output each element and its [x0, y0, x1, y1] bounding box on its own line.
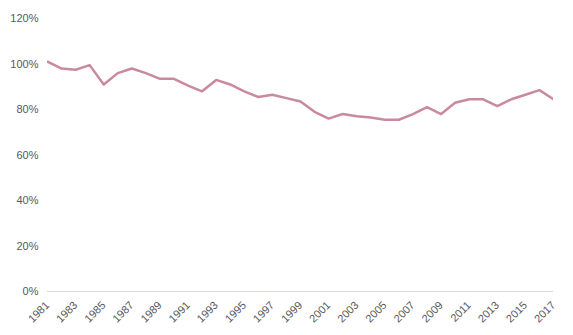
svg-text:2013: 2013	[475, 299, 501, 325]
svg-text:80%: 80%	[16, 103, 38, 115]
svg-text:60%: 60%	[16, 149, 38, 161]
svg-text:2017: 2017	[532, 299, 558, 325]
svg-text:1983: 1983	[54, 299, 80, 325]
svg-text:2009: 2009	[419, 299, 445, 325]
svg-text:2005: 2005	[363, 299, 389, 325]
svg-text:0%: 0%	[23, 285, 39, 297]
svg-text:2015: 2015	[503, 299, 529, 325]
svg-text:2007: 2007	[391, 299, 417, 325]
svg-text:1991: 1991	[166, 299, 192, 325]
svg-text:40%: 40%	[16, 194, 38, 206]
svg-text:1989: 1989	[138, 299, 164, 325]
svg-text:1997: 1997	[250, 299, 276, 325]
svg-text:1995: 1995	[222, 299, 248, 325]
svg-text:20%: 20%	[16, 240, 38, 252]
svg-text:1993: 1993	[194, 299, 220, 325]
svg-text:1981: 1981	[26, 299, 52, 325]
svg-text:100%: 100%	[10, 58, 38, 70]
svg-text:1999: 1999	[279, 299, 305, 325]
svg-text:2011: 2011	[448, 299, 473, 324]
svg-text:2001: 2001	[307, 299, 333, 325]
svg-text:2003: 2003	[335, 299, 361, 325]
svg-text:1987: 1987	[110, 299, 136, 325]
svg-text:1985: 1985	[82, 299, 108, 325]
svg-text:120%: 120%	[10, 12, 38, 24]
